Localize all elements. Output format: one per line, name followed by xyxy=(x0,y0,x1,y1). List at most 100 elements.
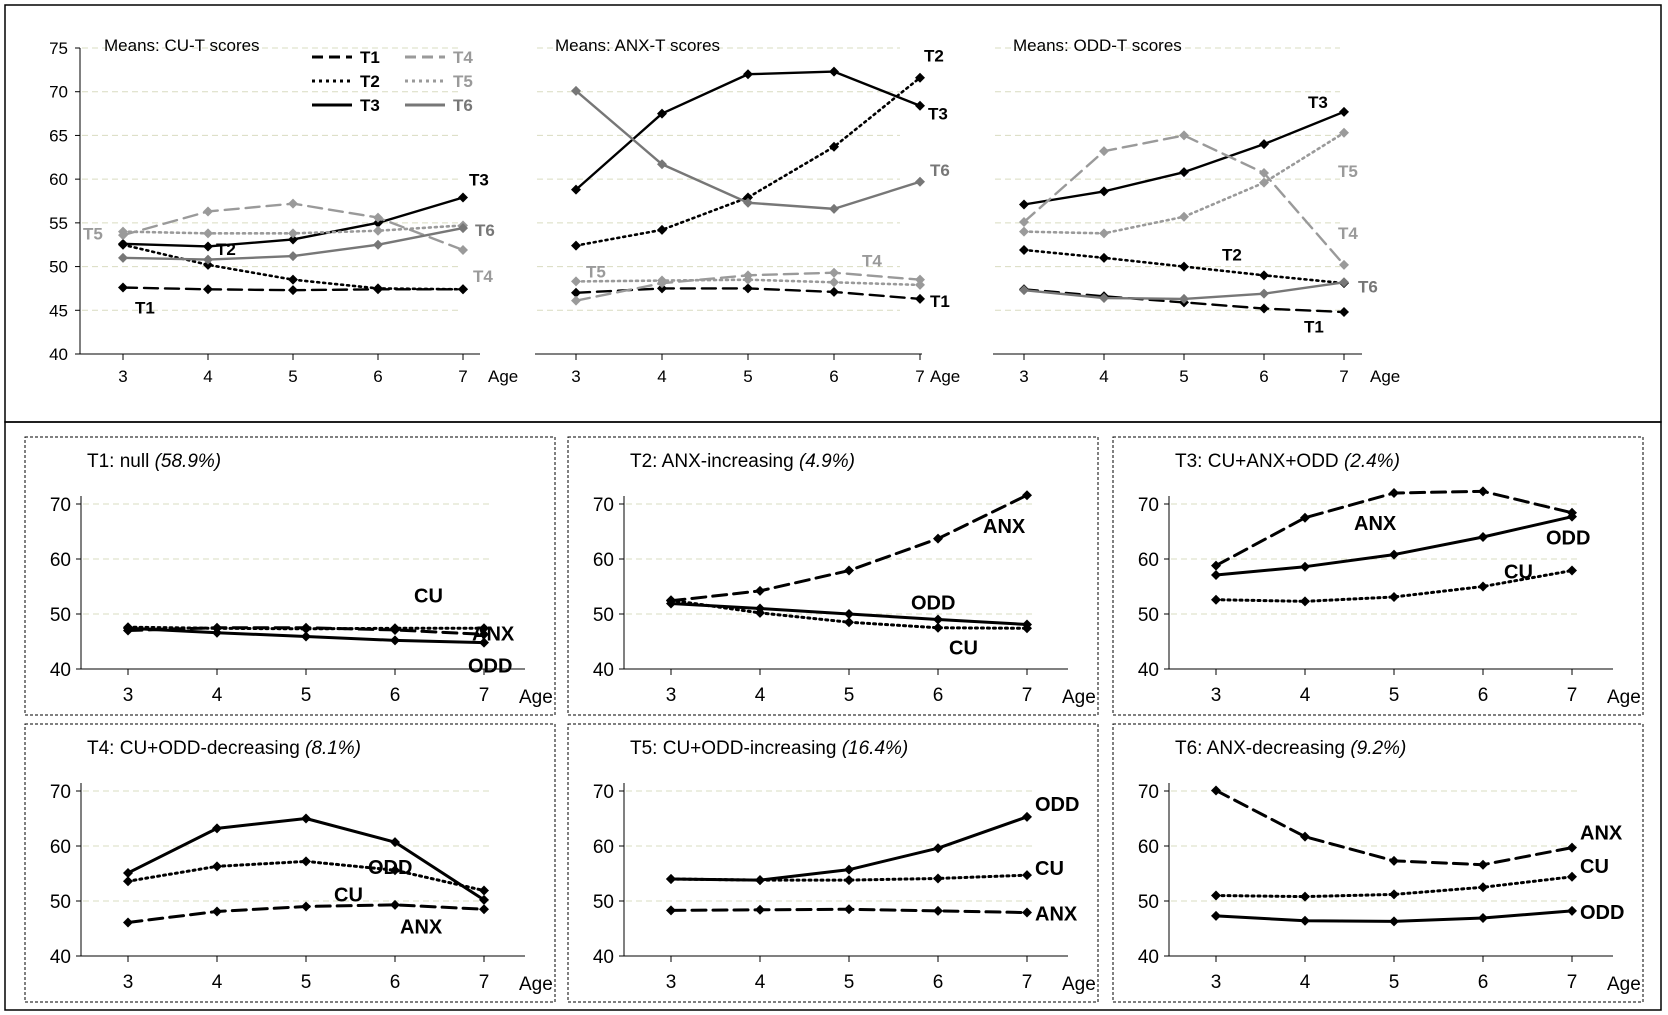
data-point xyxy=(118,226,128,237)
data-point xyxy=(301,631,311,642)
data-point xyxy=(479,885,489,896)
data-point xyxy=(1211,594,1221,605)
data-point xyxy=(390,635,400,646)
legend-label-t1: T1 xyxy=(360,48,380,67)
y-tick-label: 70 xyxy=(50,782,71,803)
data-point xyxy=(1478,859,1488,870)
data-point xyxy=(755,904,765,915)
data-point xyxy=(1478,882,1488,893)
x-axis-label: Age xyxy=(1370,367,1400,386)
data-point xyxy=(657,159,667,170)
data-point xyxy=(829,277,839,288)
x-tick-label: 3 xyxy=(571,367,580,386)
panel-frame xyxy=(567,723,1099,1003)
x-tick-label: 7 xyxy=(1022,972,1033,993)
y-tick-label: 60 xyxy=(1138,837,1159,858)
data-point xyxy=(933,614,943,625)
trajectory-panel-3: 40 50 60 70 3 4 5 6 7 Age T3: CU+ANX+ODD (2.4%) ANX… xyxy=(1112,436,1644,716)
data-point xyxy=(479,904,489,915)
chart-title: Means: ODD-T scores xyxy=(1013,36,1182,55)
data-point xyxy=(1339,259,1349,270)
x-tick-label: 5 xyxy=(844,972,855,993)
data-point xyxy=(1099,146,1109,157)
series-label-anx: ANX xyxy=(1035,904,1078,926)
data-point xyxy=(212,906,222,917)
panel-title-percent: (8.1%) xyxy=(305,738,361,759)
data-point xyxy=(1259,168,1269,179)
data-point xyxy=(743,283,753,294)
x-axis-label: Age xyxy=(519,974,553,995)
data-point xyxy=(844,565,854,576)
data-point xyxy=(1567,871,1577,882)
data-point xyxy=(288,198,298,209)
panel-title: T1: null (58.9%) xyxy=(87,451,221,472)
x-tick-label: 4 xyxy=(755,685,766,706)
data-point xyxy=(755,607,765,618)
data-point xyxy=(1211,890,1221,901)
series-label-t2: T2 xyxy=(1222,246,1242,265)
series-label-anx: ANX xyxy=(1354,513,1397,535)
data-point xyxy=(1567,842,1577,853)
x-tick-label: 4 xyxy=(1099,367,1108,386)
series-label-t6: T6 xyxy=(930,161,950,180)
panel-title: T2: ANX-increasing (4.9%) xyxy=(630,451,855,472)
panel-frame xyxy=(1112,723,1644,1003)
data-point xyxy=(1022,870,1032,881)
data-point xyxy=(203,206,213,217)
legend-label-t4: T4 xyxy=(453,48,473,67)
data-point xyxy=(479,637,489,648)
legend: T1 T2 T3 T4 T5 T6 xyxy=(312,48,473,115)
series-label-cu: CU xyxy=(1504,562,1533,584)
data-point xyxy=(844,609,854,619)
data-point xyxy=(844,904,854,915)
x-axis-label: Age xyxy=(1062,687,1096,708)
panel-title-text: T4: CU+ODD-decreasing xyxy=(87,738,305,759)
data-point xyxy=(844,864,854,875)
series-label-t4: T4 xyxy=(473,267,493,286)
data-point xyxy=(203,284,213,295)
data-point xyxy=(390,837,400,848)
data-point xyxy=(118,282,128,293)
series-label-t1: T1 xyxy=(930,292,950,311)
panel-title: T6: ANX-decreasing (9.2%) xyxy=(1175,738,1406,759)
y-tick-label: 65 xyxy=(49,126,68,145)
data-point xyxy=(915,72,925,83)
data-point xyxy=(1179,130,1189,141)
x-tick-label: 5 xyxy=(1389,972,1400,993)
data-point xyxy=(1019,199,1029,210)
data-point xyxy=(301,813,311,824)
x-tick-label: 7 xyxy=(479,685,490,706)
data-point xyxy=(373,239,383,250)
data-point xyxy=(123,876,133,887)
panel-title-percent: (58.9%) xyxy=(155,451,222,472)
x-tick-label: 6 xyxy=(390,972,401,993)
panel-title-text: T5: CU+ODD-increasing xyxy=(630,738,842,759)
panel-title-percent: (9.2%) xyxy=(1350,738,1406,759)
data-point xyxy=(1300,915,1310,926)
x-axis-label: Age xyxy=(1607,687,1641,708)
series-label-anx: ANX xyxy=(400,916,443,938)
y-tick-label: 40 xyxy=(593,660,614,681)
series-line-anx xyxy=(1214,788,1574,867)
series-label-t3: T3 xyxy=(928,105,948,124)
series-line-t2 xyxy=(574,76,922,247)
data-point xyxy=(1211,560,1221,571)
series-label-anx: ANX xyxy=(983,516,1026,538)
data-point xyxy=(933,533,943,544)
data-point xyxy=(844,875,854,886)
data-point xyxy=(288,228,298,239)
data-point xyxy=(829,203,839,214)
x-tick-label: 4 xyxy=(1300,685,1311,706)
data-point xyxy=(288,251,298,262)
x-tick-label: 7 xyxy=(1339,367,1348,386)
panel-title-text: T1: null xyxy=(87,451,155,472)
series-line-t3 xyxy=(1022,110,1346,206)
data-point xyxy=(933,905,943,916)
series-label-t1: T1 xyxy=(135,299,155,318)
data-point xyxy=(118,238,128,249)
data-point xyxy=(479,623,489,634)
data-point xyxy=(1019,244,1029,255)
data-point xyxy=(844,617,854,628)
data-point xyxy=(755,875,765,886)
